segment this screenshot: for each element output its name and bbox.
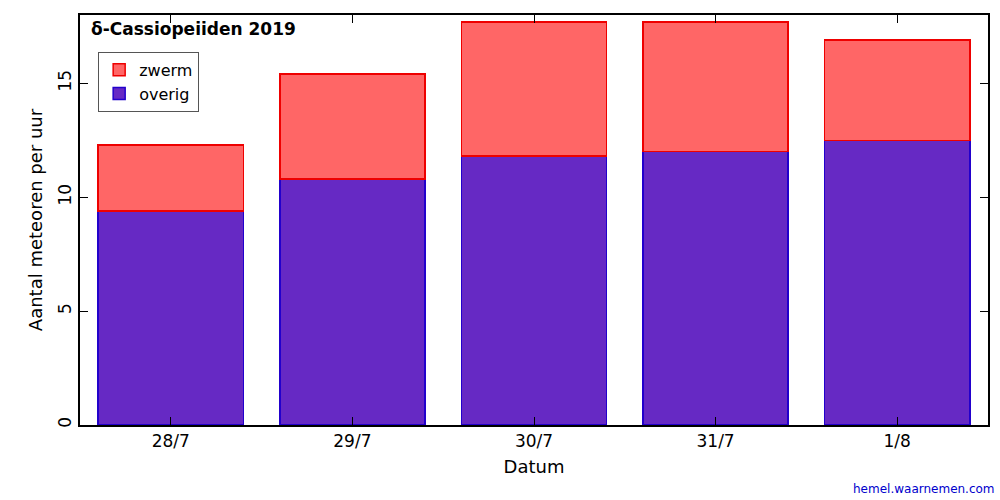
svg-text:Aantal meteoren per uur: Aantal meteoren per uur [25, 108, 46, 331]
svg-text:δ-Cassiopeiiden 2019: δ-Cassiopeiiden 2019 [91, 19, 296, 39]
svg-text:10: 10 [55, 184, 75, 206]
svg-text:15: 15 [55, 70, 75, 92]
svg-text:overig: overig [139, 85, 189, 104]
svg-text:zwerm: zwerm [139, 61, 192, 80]
svg-text:5: 5 [55, 303, 75, 314]
svg-text:29/7: 29/7 [333, 431, 371, 451]
svg-text:31/7: 31/7 [697, 431, 735, 451]
svg-text:0: 0 [55, 417, 75, 428]
svg-text:Datum: Datum [504, 456, 565, 477]
svg-text:28/7: 28/7 [152, 431, 190, 451]
svg-text:1/8: 1/8 [884, 431, 911, 451]
svg-text:30/7: 30/7 [515, 431, 553, 451]
svg-text:hemel.waarnemen.com: hemel.waarnemen.com [853, 482, 995, 496]
